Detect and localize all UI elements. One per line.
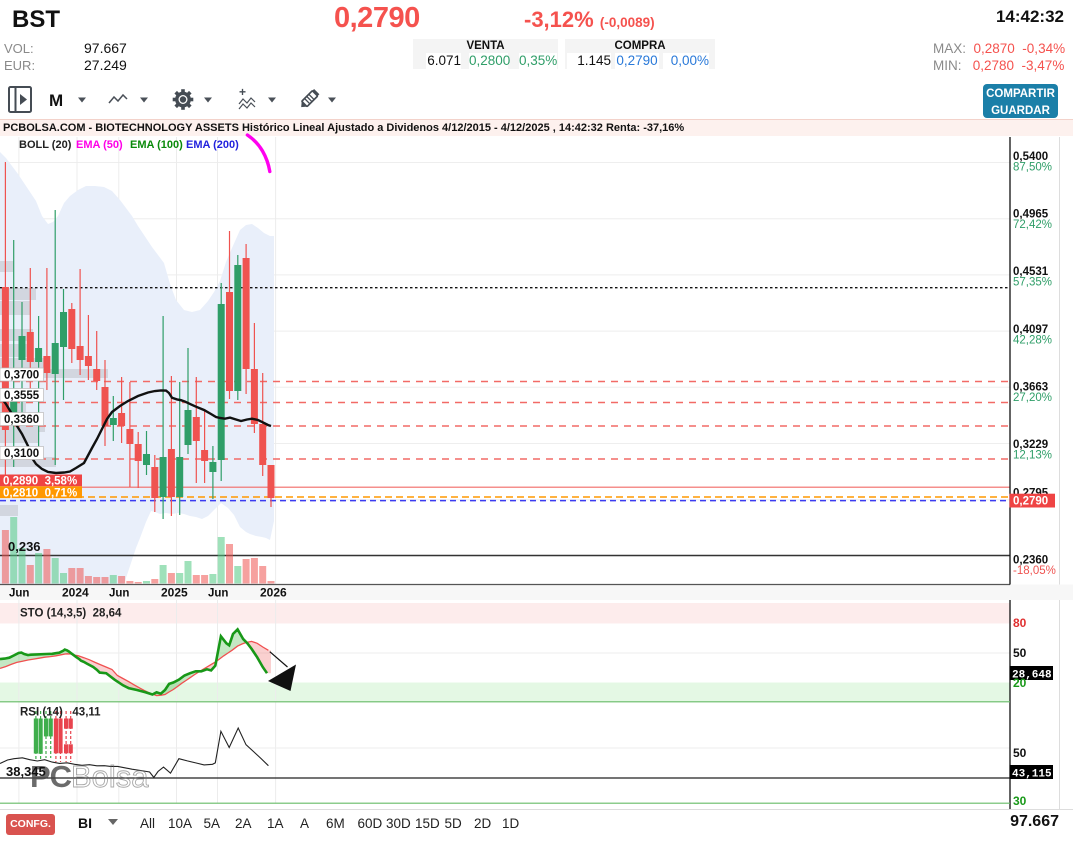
svg-text:57,35%: 57,35%	[1013, 277, 1052, 289]
svg-text:M: M	[49, 91, 63, 110]
svg-text:28,648: 28,648	[1012, 670, 1052, 682]
svg-text:EMA (100): EMA (100)	[130, 139, 183, 151]
svg-text:Jun: Jun	[9, 588, 29, 600]
svg-text:EMA (200): EMA (200)	[186, 139, 239, 151]
svg-text:0,3100: 0,3100	[4, 448, 39, 460]
svg-text:STO (14,3,5) 28,64: STO (14,3,5) 28,64	[20, 608, 122, 620]
svg-text:0,5400: 0,5400	[1013, 151, 1048, 163]
svg-text:BOLL (20): BOLL (20)	[19, 139, 72, 151]
svg-text:0,2790: 0,2790	[1013, 496, 1048, 508]
svg-text:PC: PC	[30, 759, 72, 794]
svg-text:0,2810 0,71%: 0,2810 0,71%	[3, 487, 77, 499]
svg-text:27,20%: 27,20%	[1013, 392, 1052, 404]
svg-text:38,345: 38,345	[6, 764, 46, 779]
svg-text:30: 30	[1013, 794, 1027, 808]
svg-text:0,236: 0,236	[8, 539, 41, 554]
svg-text:0,2360: 0,2360	[1013, 555, 1048, 567]
svg-text:0,4097: 0,4097	[1013, 324, 1048, 336]
svg-text:0,3555: 0,3555	[4, 390, 40, 402]
svg-text:2026: 2026	[260, 586, 287, 600]
svg-text:42,28%: 42,28%	[1013, 335, 1052, 347]
svg-text:50: 50	[1013, 646, 1027, 660]
svg-text:2025: 2025	[161, 586, 188, 600]
svg-text:Jun: Jun	[208, 588, 228, 600]
svg-text:0,2890 3,58%: 0,2890 3,58%	[3, 476, 77, 488]
svg-text:0,3360: 0,3360	[4, 414, 39, 426]
svg-text:72,42%: 72,42%	[1013, 219, 1052, 231]
svg-text:2024: 2024	[62, 586, 89, 600]
svg-text:43,115: 43,115	[1012, 769, 1052, 781]
svg-text:EMA (50): EMA (50)	[76, 139, 123, 151]
svg-text:-18,05%: -18,05%	[1013, 565, 1056, 577]
svg-text:Bolsa: Bolsa	[71, 759, 149, 794]
svg-text:0,3663: 0,3663	[1013, 382, 1048, 394]
svg-text:0,3700: 0,3700	[4, 370, 39, 382]
svg-text:80: 80	[1013, 616, 1027, 630]
svg-text:12,13%: 12,13%	[1013, 450, 1052, 462]
svg-text:RSI (14) 43,11: RSI (14) 43,11	[20, 707, 101, 719]
svg-text:+: +	[239, 85, 246, 99]
svg-text:20: 20	[1013, 676, 1027, 690]
svg-text:0,4965: 0,4965	[1013, 209, 1049, 221]
svg-text:0,4531: 0,4531	[1013, 266, 1049, 278]
svg-text:87,50%: 87,50%	[1013, 162, 1052, 174]
svg-text:50: 50	[1013, 746, 1027, 760]
svg-text:Jun: Jun	[109, 588, 129, 600]
svg-text:0,3229: 0,3229	[1013, 439, 1048, 451]
